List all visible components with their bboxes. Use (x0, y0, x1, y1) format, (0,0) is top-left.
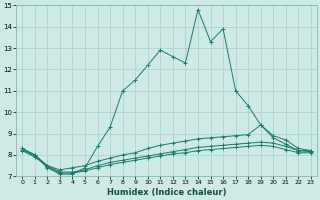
X-axis label: Humidex (Indice chaleur): Humidex (Indice chaleur) (107, 188, 226, 197)
